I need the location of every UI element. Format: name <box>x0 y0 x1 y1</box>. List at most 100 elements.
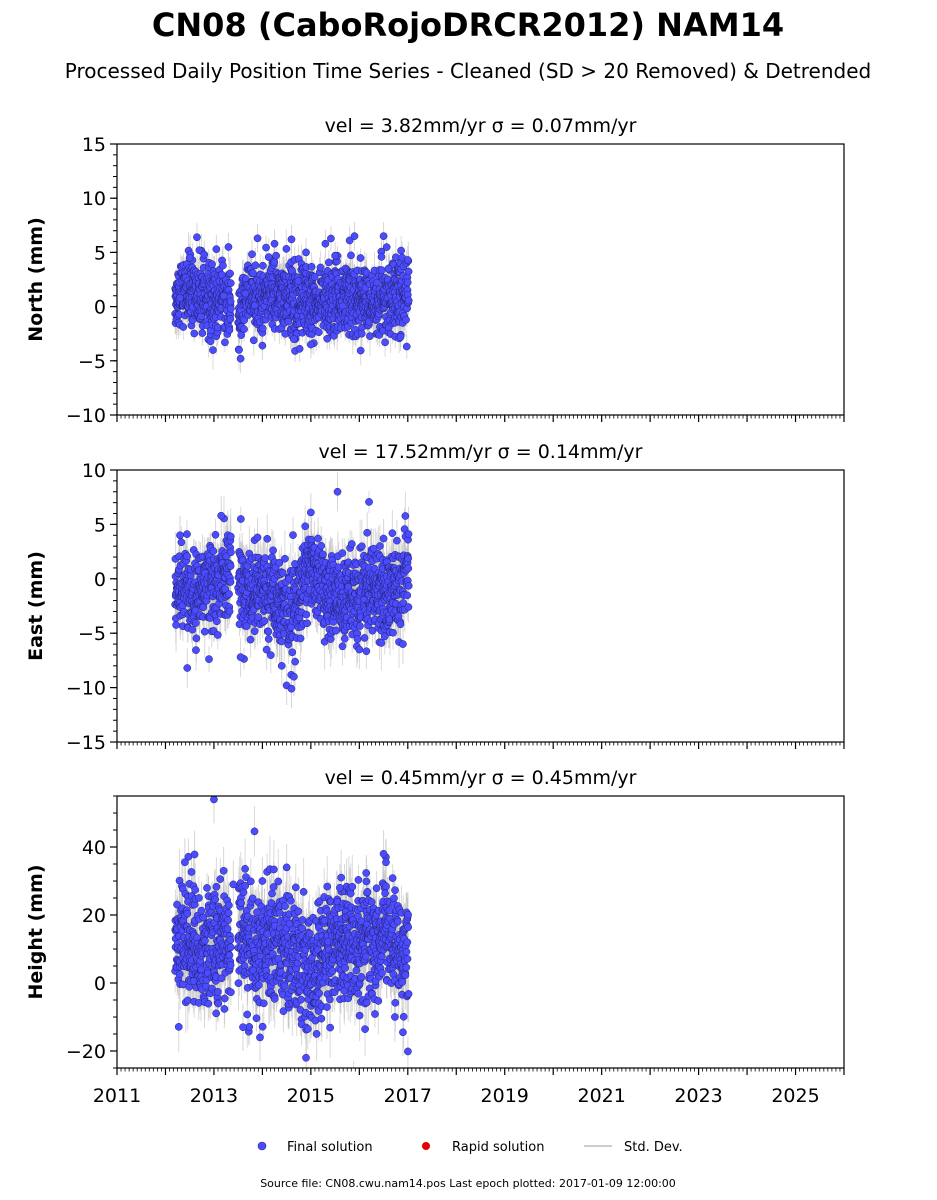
y-axis-label: East (mm) <box>25 551 47 661</box>
data-point-outlier <box>403 256 412 264</box>
data-point <box>382 243 391 251</box>
data-point <box>225 590 233 598</box>
data-point <box>295 344 304 353</box>
data-point <box>206 337 215 346</box>
data-point <box>192 634 201 643</box>
data-point <box>277 637 286 646</box>
data-point-outlier <box>345 236 354 245</box>
data-point-outlier <box>219 291 228 300</box>
data-point <box>211 530 220 539</box>
data-point-outlier <box>384 264 393 273</box>
y-tick-label: 5 <box>94 242 106 264</box>
data-point <box>221 338 229 347</box>
data-point <box>188 625 197 634</box>
data-point <box>262 243 270 252</box>
data-point <box>323 334 332 343</box>
data-point-outlier <box>176 294 184 302</box>
data-point <box>324 258 333 267</box>
data-point <box>278 569 287 577</box>
data-point <box>183 530 191 538</box>
panels: vel = 3.82mm/yr σ = 0.07mm/yr North (mm) 1… <box>25 115 845 1107</box>
data-point <box>226 562 235 570</box>
data-point-outlier <box>307 340 315 349</box>
data-point <box>250 627 259 636</box>
data-point-outlier <box>287 235 296 244</box>
y-tick-label: 10 <box>82 188 106 210</box>
data-point <box>402 342 411 351</box>
data-point-outlier <box>357 329 366 338</box>
panel-title: vel = 3.82mm/yr σ = 0.07mm/yr <box>325 115 637 137</box>
data-point <box>275 558 284 567</box>
data-point <box>226 532 235 541</box>
y-tick-label: 0 <box>94 297 106 319</box>
data-point <box>219 261 227 270</box>
data-point-outlier <box>212 245 221 253</box>
data-point-outlier <box>193 233 201 242</box>
data-point <box>261 554 269 562</box>
data-point <box>198 329 207 337</box>
data-point <box>226 279 235 287</box>
data-point <box>246 635 255 644</box>
data-point <box>263 534 272 543</box>
data-point <box>282 245 291 253</box>
data-point <box>291 657 299 666</box>
data-point <box>381 338 389 347</box>
figure-title: CN08 (CaboRojoDRCR2012) NAM14 <box>152 6 784 44</box>
data-point <box>242 622 251 630</box>
data-point <box>240 325 248 334</box>
data-point <box>403 278 412 287</box>
data-point <box>213 631 222 639</box>
data-point <box>284 317 293 326</box>
data-point <box>227 304 235 313</box>
data-point <box>288 648 297 657</box>
data-point-outlier <box>200 250 209 259</box>
data-point-outlier <box>195 246 204 255</box>
data-point <box>310 273 319 281</box>
data-point <box>404 267 413 276</box>
data-point <box>266 651 275 659</box>
data-point <box>183 552 191 561</box>
data-point <box>200 627 209 636</box>
data-point <box>236 515 245 523</box>
data-point <box>404 296 413 305</box>
data-point-outlier <box>253 234 262 243</box>
data-point <box>208 260 216 269</box>
data-point-outlier <box>290 335 298 343</box>
data-point <box>209 547 218 555</box>
data-point <box>192 619 200 627</box>
data-point <box>377 266 386 274</box>
data-point <box>289 531 297 539</box>
data-point <box>226 578 235 586</box>
data-point <box>269 546 277 555</box>
panel-north: vel = 3.82mm/yr σ = 0.07mm/yr North (mm) 1… <box>25 115 845 427</box>
data-point <box>402 315 410 324</box>
data-point <box>316 263 325 272</box>
data-point-outlier <box>321 239 330 248</box>
data-point-outlier <box>224 243 233 251</box>
data-point <box>307 262 316 271</box>
data-point <box>264 627 273 636</box>
data-point-outlier <box>241 289 250 298</box>
data-point <box>192 646 200 654</box>
y-tick-label: −5 <box>78 351 106 373</box>
data-point <box>235 346 243 354</box>
data-point <box>264 253 273 261</box>
data-point <box>258 324 267 333</box>
data-point <box>179 323 188 331</box>
data-point <box>212 617 221 626</box>
data-point-outlier <box>396 333 405 341</box>
data-point <box>177 538 186 547</box>
data-point <box>397 246 405 255</box>
panel-title: vel = 17.52mm/yr σ = 0.14mm/yr <box>319 441 643 463</box>
data-point <box>259 261 267 270</box>
data-point <box>249 336 258 345</box>
data-point <box>226 297 235 306</box>
data-point <box>272 251 280 260</box>
data-point <box>296 634 305 643</box>
data-point-outlier <box>379 232 388 240</box>
data-point <box>264 635 273 643</box>
data-point <box>356 346 365 355</box>
data-point <box>356 254 365 262</box>
data-point <box>366 332 374 340</box>
